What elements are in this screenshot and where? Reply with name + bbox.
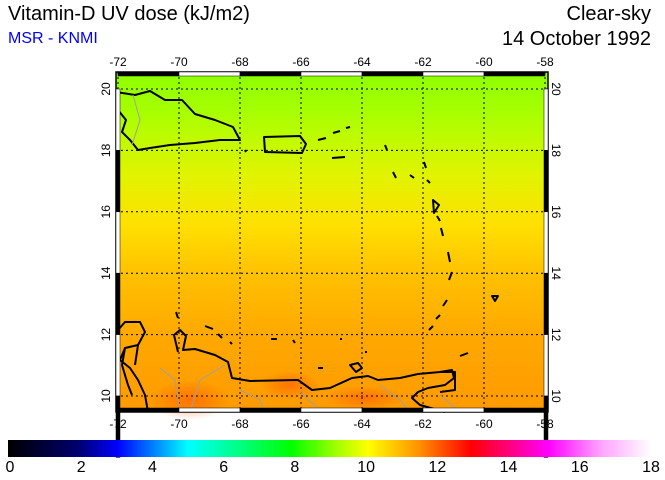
frame-segment-top — [300, 71, 363, 77]
map-frame — [115, 71, 549, 458]
lon-label-bottom: -62 — [414, 417, 432, 431]
lat-label-right: 16 — [549, 205, 563, 219]
lon-label-bottom: -68 — [231, 417, 249, 431]
puerto-rico-coast — [263, 135, 307, 154]
lon-label-top: -70 — [170, 55, 188, 69]
frame-segment-right — [543, 88, 549, 151]
colorbar-label: 6 — [219, 459, 229, 476]
sky-condition: Clear-sky — [566, 3, 651, 25]
lon-label-top: -58 — [536, 55, 554, 69]
colorbar-label: 4 — [147, 459, 157, 476]
lon-label-top: -62 — [414, 55, 432, 69]
lat-label-right: 10 — [549, 389, 563, 403]
hotspot — [260, 371, 320, 399]
maracaibo-lake — [121, 344, 139, 396]
frame-segment-right — [543, 334, 549, 397]
frame-segment-bottom — [361, 407, 424, 413]
map-date: 14 October 1992 — [502, 28, 651, 50]
lat-label-left: 18 — [99, 143, 113, 157]
lat-label-left: 20 — [99, 82, 113, 96]
frame-segment-top — [483, 71, 546, 77]
dose-field — [116, 72, 548, 412]
source-label: MSR - KNMI — [8, 30, 98, 47]
lat-label-left: 16 — [99, 205, 113, 219]
frame-segment-left — [115, 334, 121, 397]
lon-label-top: -60 — [475, 55, 493, 69]
frame-segment-left — [115, 272, 121, 335]
lon-label-top: -68 — [231, 55, 249, 69]
lon-label-bottom: -64 — [353, 417, 371, 431]
lat-label-right: 14 — [549, 267, 563, 281]
lat-label-right: 20 — [549, 82, 563, 96]
frame-segment-right — [543, 272, 549, 335]
colorbar-label: 10 — [357, 459, 376, 476]
lon-label-bottom: -60 — [475, 417, 493, 431]
colorbar-label: 8 — [290, 459, 300, 476]
frame-segment-top — [422, 71, 485, 77]
frame-segment-bottom — [239, 407, 302, 413]
frame-segment-top — [239, 71, 302, 77]
colorbar-label: 14 — [499, 459, 518, 476]
frame-segment-bottom — [483, 407, 546, 413]
borders — [131, 94, 461, 413]
frame-segment-right — [543, 150, 549, 213]
axis-labels: -72 -72 -70 -70 -68 -68 -66 -66 -64 -64 -62 -62 -60 -… — [99, 55, 563, 431]
lat-label-right: 12 — [549, 328, 563, 342]
lon-label-bottom: -72 — [109, 417, 127, 431]
lat-label-left: 10 — [99, 389, 113, 403]
frame-segment-bottom — [300, 407, 363, 413]
colorbar-label: 0 — [5, 459, 15, 476]
lesser-antilles — [175, 144, 499, 357]
colorbar-label: 12 — [428, 459, 447, 476]
frame-segment-top — [361, 71, 424, 77]
colorbar-label: 18 — [642, 459, 660, 476]
colorbar-label: 16 — [570, 459, 589, 476]
lon-label-bottom: -58 — [536, 417, 554, 431]
frame-segment-bottom — [422, 407, 485, 413]
hispaniola-coast — [115, 90, 241, 151]
coastlines — [115, 90, 499, 413]
lat-label-left: 12 — [99, 328, 113, 342]
frame-segment-right — [543, 395, 549, 458]
hotspot — [150, 380, 230, 420]
frame-segment-left — [115, 395, 121, 458]
lat-label-right: 18 — [549, 144, 563, 158]
abc-islands — [204, 325, 367, 353]
lon-label-bottom: -66 — [292, 417, 310, 431]
hotspot — [325, 386, 405, 410]
map-title: Vitamin-D UV dose (kJ/m2) — [8, 3, 250, 25]
frame-segment-top — [117, 71, 180, 77]
colorbar-label: 2 — [76, 459, 86, 476]
frame-segment-bottom — [117, 407, 180, 413]
lat-label-left: 14 — [99, 266, 113, 280]
frame-segment-right — [543, 211, 549, 274]
lon-label-top: -72 — [109, 55, 127, 69]
virgin-islands — [244, 126, 351, 159]
margarita-island — [318, 362, 363, 373]
frame-segment-left — [115, 88, 121, 151]
lon-label-bottom: -70 — [170, 417, 188, 431]
graticule — [116, 72, 548, 412]
frame-segment-top — [178, 71, 241, 77]
lon-label-top: -66 — [292, 55, 310, 69]
lon-label-top: -64 — [353, 55, 371, 69]
colorbar — [8, 440, 651, 457]
trinidad-coast — [439, 371, 456, 393]
frame-segment-left — [115, 211, 121, 274]
frame-segment-bottom — [178, 407, 241, 413]
frame-segment-left — [115, 150, 121, 213]
